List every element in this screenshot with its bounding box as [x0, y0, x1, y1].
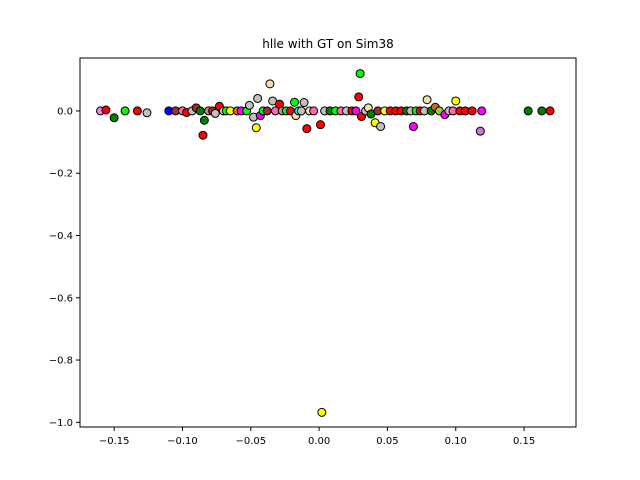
data-point	[351, 106, 361, 116]
x-tick-label: −0.15	[99, 436, 130, 447]
y-tick-label: 0.0	[57, 106, 73, 117]
y-tick-label: −0.2	[49, 169, 73, 180]
data-point	[210, 108, 220, 118]
data-point	[299, 98, 309, 108]
data-point	[101, 105, 111, 115]
data-point	[142, 108, 152, 118]
data-points	[95, 69, 555, 417]
data-point	[120, 106, 130, 116]
data-point	[545, 106, 555, 116]
y-tick-label: −0.4	[49, 231, 73, 242]
data-point	[477, 106, 487, 116]
data-point	[309, 106, 319, 116]
x-tick-label: 0.15	[513, 436, 535, 447]
data-point	[132, 106, 142, 116]
y-axis: −1.0 −0.8 −0.6 −0.4 −0.2 0.0	[49, 106, 80, 429]
x-tick-label: −0.10	[167, 436, 198, 447]
data-point	[109, 113, 119, 123]
data-point	[262, 106, 272, 116]
data-point	[354, 92, 364, 102]
x-tick-label: 0.00	[308, 436, 330, 447]
x-axis: −0.15 −0.10 −0.05 0.00 0.05 0.10 0.15	[99, 427, 535, 447]
data-point	[302, 124, 312, 134]
data-point	[315, 120, 325, 130]
data-point	[467, 106, 477, 116]
data-point	[244, 100, 254, 110]
data-point	[523, 106, 533, 116]
data-point	[251, 123, 261, 133]
data-point	[408, 122, 418, 132]
data-point	[195, 106, 205, 116]
y-tick-label: −0.8	[49, 356, 73, 367]
chart-title: hlle with GT on Sim38	[262, 37, 393, 51]
data-point	[290, 97, 300, 107]
data-point	[317, 407, 327, 417]
x-tick-label: 0.05	[376, 436, 398, 447]
data-point	[422, 95, 432, 105]
data-point	[355, 69, 365, 79]
data-point	[537, 106, 547, 116]
data-point	[475, 126, 485, 136]
data-point	[376, 122, 386, 132]
y-tick-label: −0.6	[49, 293, 73, 304]
data-point	[296, 106, 306, 116]
x-tick-label: −0.05	[235, 436, 266, 447]
x-tick-label: 0.10	[445, 436, 467, 447]
y-tick-label: −1.0	[49, 418, 73, 429]
data-point	[253, 93, 263, 103]
data-point	[265, 79, 275, 89]
plot-frame	[79, 57, 577, 428]
data-point	[199, 115, 209, 125]
data-point	[451, 96, 461, 106]
data-point	[198, 130, 208, 140]
